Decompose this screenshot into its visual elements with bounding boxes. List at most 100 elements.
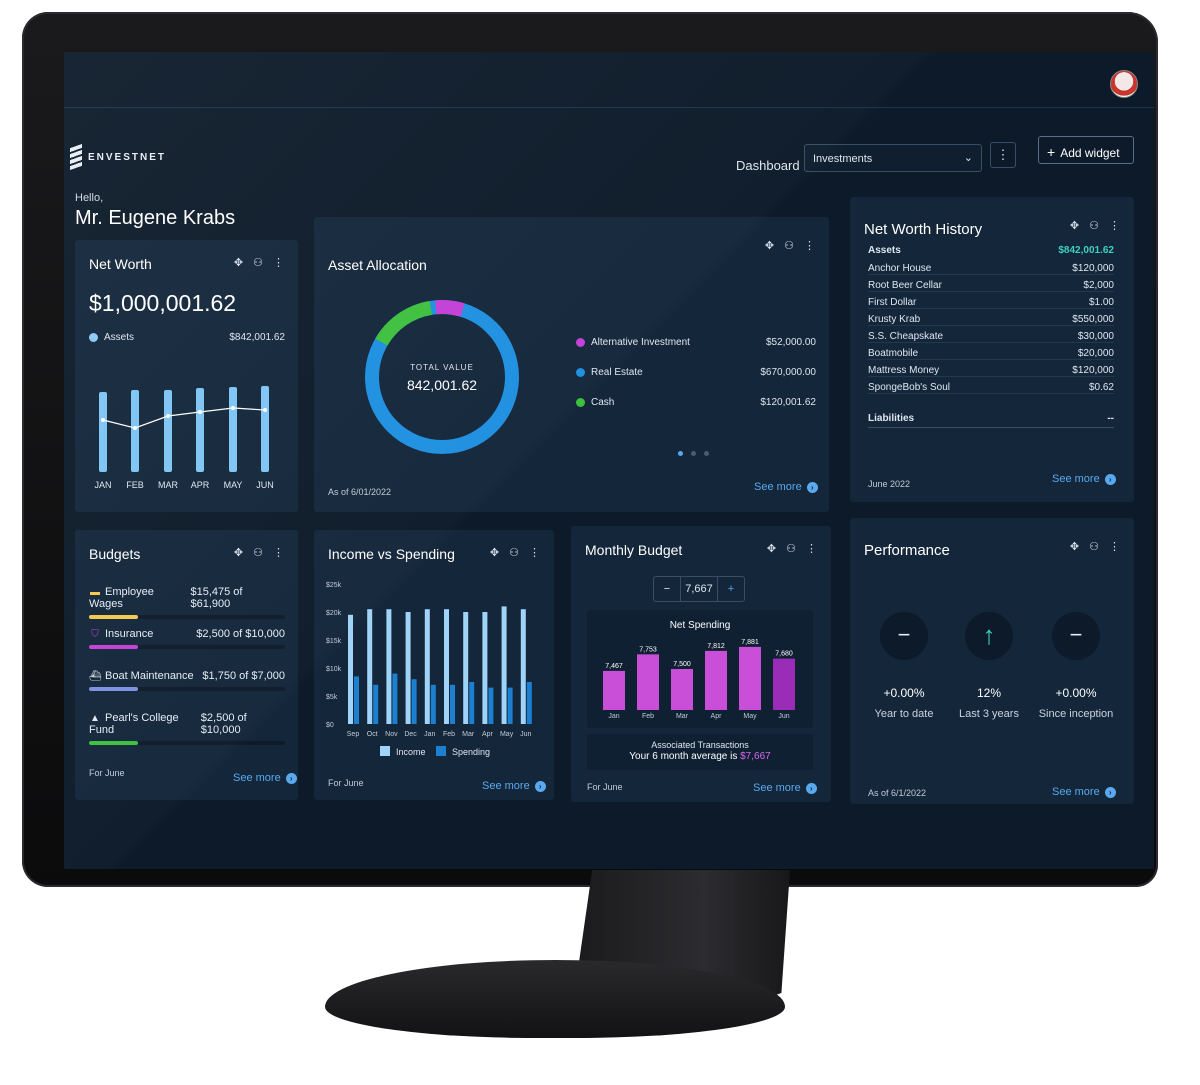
budgets-footer: For June xyxy=(89,768,125,778)
monitor-stand-base xyxy=(325,960,785,1038)
page-dot[interactable] xyxy=(691,451,696,456)
net-spending-bar xyxy=(705,650,727,710)
donut-center-value: 842,001.62 xyxy=(407,377,477,393)
bar-spending xyxy=(450,684,455,724)
move-icon[interactable]: ✥ xyxy=(1069,541,1080,553)
page-dot-active[interactable] xyxy=(678,451,683,456)
see-more-label: See more xyxy=(753,782,801,794)
kebab-menu-icon[interactable]: ⋮ xyxy=(1109,220,1120,232)
budget-progress-fill xyxy=(89,615,138,619)
net-spending-bar xyxy=(773,658,795,710)
allocation-value: $52,000.00 xyxy=(765,337,816,348)
budget-item[interactable]: ⛉ Insurance $2,500 of $10,000 xyxy=(89,628,285,649)
move-icon[interactable]: ✥ xyxy=(233,547,244,559)
minus-icon: − xyxy=(880,612,928,660)
budget-item[interactable]: ▲ Pearl's College Fund $2,500 of $10,000 xyxy=(89,712,285,745)
arrow-up-icon: ↑ xyxy=(965,612,1013,660)
monthly-budget-title: Monthly Budget xyxy=(585,542,683,558)
more-options-button[interactable]: ⋮ xyxy=(990,142,1016,168)
see-more-link[interactable]: See more › xyxy=(754,481,818,493)
perf-value: +0.00% xyxy=(1055,686,1097,700)
x-tick-label: May xyxy=(500,731,514,738)
kebab-menu-icon[interactable]: ⋮ xyxy=(273,547,284,559)
hierarchy-icon[interactable]: ⚇ xyxy=(786,543,796,555)
budget-item[interactable]: ▬ Employee Wages $15,475 of $61,900 xyxy=(89,586,285,619)
allocation-value: $120,001.62 xyxy=(760,397,816,408)
hierarchy-icon[interactable]: ⚇ xyxy=(1089,220,1099,232)
move-icon[interactable]: ✥ xyxy=(764,240,775,252)
logo-mark-icon xyxy=(70,143,82,171)
associated-transactions-panel[interactable]: Associated Transactions Your 6 month ave… xyxy=(587,734,813,770)
x-tick-label: Jan xyxy=(608,713,619,720)
budgets-title: Budgets xyxy=(89,546,141,562)
stepper-value[interactable]: 7,667 xyxy=(680,577,718,601)
hierarchy-icon[interactable]: ⚇ xyxy=(253,257,263,269)
legend-dot xyxy=(576,397,585,407)
arrow-right-icon: › xyxy=(285,772,297,784)
kebab-menu-icon[interactable]: ⋮ xyxy=(804,240,815,252)
history-row-value: $2,000 xyxy=(1083,280,1114,291)
user-avatar[interactable] xyxy=(1110,70,1138,98)
history-row-label: First Dollar xyxy=(868,297,917,308)
chevron-down-icon: ⌄ xyxy=(963,152,973,164)
x-tick-label: Mar xyxy=(462,731,475,738)
increment-button[interactable]: + xyxy=(727,583,735,595)
brand-name: ENVESTNET xyxy=(88,151,167,163)
budget-stepper[interactable]: − 7,667 + xyxy=(653,576,745,602)
net-worth-point xyxy=(231,406,235,410)
hierarchy-icon[interactable]: ⚇ xyxy=(253,547,263,559)
assets-label: Assets xyxy=(104,332,135,343)
allocation-label: Real Estate xyxy=(591,367,643,378)
bar-spending xyxy=(488,687,494,724)
see-more-link[interactable]: See more › xyxy=(482,780,546,792)
kebab-menu-icon[interactable]: ⋮ xyxy=(529,547,540,559)
hierarchy-icon[interactable]: ⚇ xyxy=(1089,541,1099,553)
net-spending-panel: Net Spending 7,467 Jan 7,753 Feb 7,500 Mar 7,8… xyxy=(587,610,813,728)
page-dot[interactable] xyxy=(704,451,709,456)
kebab-menu-icon[interactable]: ⋮ xyxy=(1109,541,1120,553)
kebab-menu-icon[interactable]: ⋮ xyxy=(273,257,284,269)
perf-label: Since inception xyxy=(1038,708,1114,720)
pagination-dots[interactable] xyxy=(678,451,709,456)
history-row: Mattress Money $120,000 xyxy=(868,365,1114,377)
history-row: First Dollar $1.00 xyxy=(868,297,1114,309)
x-tick-label: Apr xyxy=(711,713,723,720)
bar-income xyxy=(367,609,373,724)
avg-text: Your 6 month average is xyxy=(629,751,738,762)
dashboard-select[interactable]: Investments ⌄ xyxy=(804,144,982,172)
move-icon[interactable]: ✥ xyxy=(233,257,244,269)
move-icon[interactable]: ✥ xyxy=(489,547,500,559)
history-row-label: SpongeBob's Soul xyxy=(868,382,950,393)
decrement-button[interactable]: − xyxy=(663,583,671,595)
see-more-link[interactable]: See more › xyxy=(1052,786,1116,798)
x-tick-label: Dec xyxy=(404,731,417,738)
history-row-value: $0.62 xyxy=(1088,382,1114,393)
see-more-label: See more xyxy=(482,780,530,792)
history-row: Root Beer Cellar $2,000 xyxy=(868,280,1114,292)
net-worth-point xyxy=(166,414,170,418)
hierarchy-icon[interactable]: ⚇ xyxy=(784,240,794,252)
bar-spending xyxy=(507,687,513,724)
move-icon[interactable]: ✥ xyxy=(1069,220,1080,232)
history-row: Anchor House $120,000 xyxy=(868,263,1114,275)
hierarchy-icon[interactable]: ⚇ xyxy=(509,547,519,559)
move-icon[interactable]: ✥ xyxy=(766,543,777,555)
see-more-link[interactable]: See more › xyxy=(233,772,297,784)
budget-progress-fill xyxy=(89,687,138,691)
net-spending-bar xyxy=(603,670,625,710)
see-more-link[interactable]: See more › xyxy=(753,782,817,794)
budget-item[interactable]: ⛴ Boat Maintenance $1,750 of $7,000 xyxy=(89,670,285,691)
kebab-menu-icon[interactable]: ⋮ xyxy=(806,543,817,555)
bar-spending xyxy=(469,682,475,724)
perf-value: 12% xyxy=(976,686,1002,700)
net-worth-bar xyxy=(164,390,172,472)
see-more-link[interactable]: See more › xyxy=(1052,473,1116,485)
x-tick-label: May xyxy=(743,713,757,720)
net-worth-title: Net Worth xyxy=(89,256,152,272)
performance-as-of: As of 6/1/2022 xyxy=(868,788,927,798)
assets-label: Assets xyxy=(868,245,901,256)
donut-slice-alternative xyxy=(365,300,519,454)
bar-spending xyxy=(373,684,379,724)
arrow-right-icon: › xyxy=(1104,786,1116,798)
add-widget-button[interactable]: + Add widget xyxy=(1038,136,1134,164)
